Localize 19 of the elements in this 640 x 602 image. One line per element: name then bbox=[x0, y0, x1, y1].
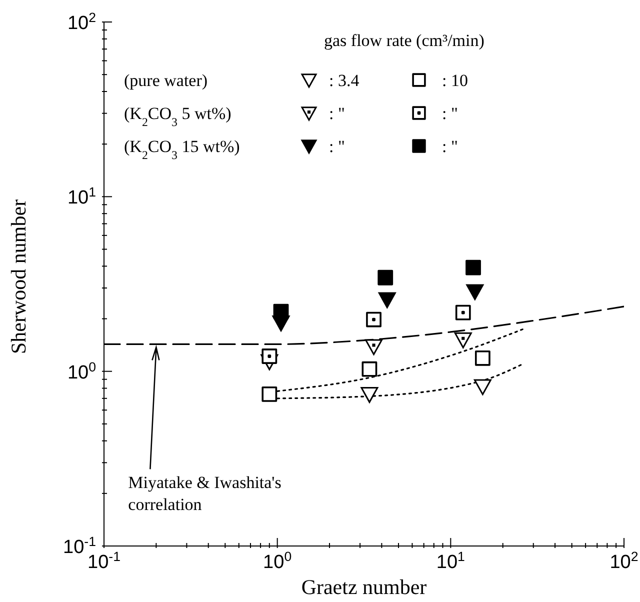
legend-label: : " bbox=[329, 137, 345, 156]
x-tick-label: 10$^{2}$ bbox=[610, 548, 638, 573]
annotation: (K$_{2}$CO$_{3}$ 15 wt%) bbox=[124, 137, 240, 162]
y-axis-title: Sherwood number bbox=[6, 199, 30, 354]
legend-label: : " bbox=[442, 104, 458, 123]
y-tick-label: 10$^{2}$ bbox=[67, 10, 96, 34]
x-tick-label: 10$^{1}$ bbox=[436, 548, 465, 573]
x-tick-label: 10$^{0}$ bbox=[263, 548, 292, 573]
legend-title: gas flow rate (cm³/min) bbox=[324, 31, 484, 50]
legend-label: : 10 bbox=[442, 71, 468, 90]
annotation: (pure water) bbox=[124, 71, 208, 90]
y-tick-label: 10$^{0}$ bbox=[67, 358, 96, 384]
y-tick-label: 10$^{1}$ bbox=[67, 184, 96, 209]
legend-label: : " bbox=[329, 104, 345, 123]
annotation: Miyatake & Iwashita's correlation bbox=[128, 472, 282, 516]
legend-label: : " bbox=[442, 137, 458, 156]
annotation: (K$_{2}$CO$_{3}$ 5 wt%) bbox=[124, 104, 232, 129]
x-axis-title: Graetz number bbox=[301, 575, 427, 599]
legend-label: : 3.4 bbox=[329, 71, 360, 90]
